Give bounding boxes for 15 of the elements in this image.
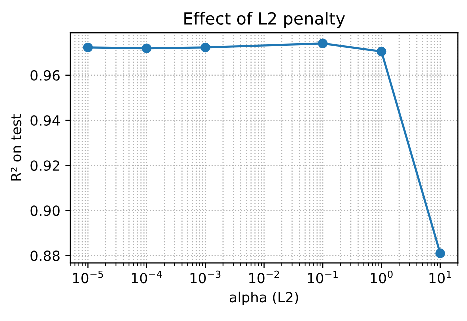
x-tick-label: 10$^{−4}$ — [132, 270, 162, 284]
y-tick-label: 0.96 — [30, 70, 60, 81]
x-tick-label: 10$^{1}$ — [430, 270, 452, 284]
chart-title: Effect of L2 penalty — [184, 12, 346, 28]
y-tick-label: 0.90 — [30, 206, 60, 216]
y-tick-label: 0.88 — [30, 250, 60, 262]
y-axis-title: R² on test — [11, 114, 22, 181]
y-tick-label: 0.94 — [30, 115, 60, 126]
x-tick-label: 10$^{−2}$ — [250, 270, 280, 284]
x-tick-label: 10$^{−1}$ — [308, 270, 338, 284]
x-axis-title: alpha (L2) — [230, 292, 298, 306]
x-tick-label: 10$^{0}$ — [371, 270, 393, 284]
x-tick-label: 10$^{−3}$ — [190, 270, 221, 284]
y-tick-label: 0.92 — [30, 160, 60, 172]
x-tick-label: 10$^{−5}$ — [73, 270, 104, 284]
